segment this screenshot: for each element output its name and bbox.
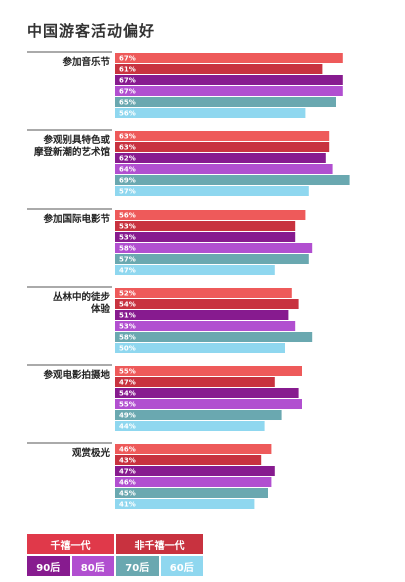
bar bbox=[115, 321, 296, 331]
bar bbox=[115, 75, 343, 85]
bar-value-label: 64% bbox=[119, 166, 136, 174]
bar bbox=[115, 254, 309, 264]
bar bbox=[115, 142, 330, 152]
bar bbox=[115, 444, 272, 454]
bar-value-label: 53% bbox=[119, 323, 136, 331]
bar-value-label: 54% bbox=[119, 301, 136, 309]
bar bbox=[115, 53, 343, 63]
bar-value-label: 67% bbox=[119, 77, 136, 85]
category-label: 参加音乐节 bbox=[61, 56, 110, 68]
bar-value-label: 57% bbox=[119, 256, 136, 264]
bar-value-label: 47% bbox=[119, 379, 136, 387]
bar bbox=[115, 399, 302, 409]
bar bbox=[115, 343, 285, 353]
bar-value-label: 55% bbox=[119, 401, 136, 409]
bar-value-label: 41% bbox=[119, 501, 136, 509]
bar-value-label: 69% bbox=[119, 177, 136, 185]
bar bbox=[115, 299, 299, 309]
bar bbox=[115, 466, 275, 476]
bar bbox=[115, 388, 299, 398]
legend-series-90s: 90后 bbox=[27, 556, 70, 576]
bar bbox=[115, 410, 282, 420]
bar bbox=[115, 310, 289, 320]
bar-value-label: 65% bbox=[119, 99, 136, 107]
bar-value-label: 67% bbox=[119, 55, 136, 63]
category-label: 丛林中的徒步体验 bbox=[53, 291, 111, 315]
bar bbox=[115, 499, 255, 509]
bar-value-label: 47% bbox=[119, 468, 136, 476]
bar-value-label: 51% bbox=[119, 312, 136, 320]
bar bbox=[115, 64, 323, 74]
bar bbox=[115, 221, 296, 231]
bar-value-label: 55% bbox=[119, 368, 136, 376]
legend-series-60s: 60后 bbox=[160, 556, 203, 576]
bar bbox=[115, 97, 336, 107]
category-label: 参加国际电影节 bbox=[42, 213, 110, 225]
bar bbox=[115, 421, 265, 431]
bar bbox=[115, 186, 309, 196]
bar bbox=[115, 366, 302, 376]
category-label: 参观电影拍摄地 bbox=[42, 369, 110, 381]
category-label: 参观别具特色或摩登新潮的艺术馆 bbox=[34, 134, 111, 158]
legend-group-non-millennials: 非千禧一代 bbox=[116, 534, 203, 554]
bar bbox=[115, 455, 262, 465]
bar-value-label: 46% bbox=[119, 446, 136, 454]
bar-value-label: 63% bbox=[119, 144, 136, 152]
bar-value-label: 58% bbox=[119, 245, 136, 253]
bar bbox=[115, 265, 275, 275]
bar bbox=[115, 210, 306, 220]
bar bbox=[115, 332, 313, 342]
legend-group-millennials: 千禧一代 bbox=[27, 534, 114, 554]
bar bbox=[115, 108, 306, 118]
legend: 千禧一代 非千禧一代 90后 80后 70后 60后 bbox=[27, 534, 205, 578]
bar-value-label: 62% bbox=[119, 155, 136, 163]
legend-group-row: 千禧一代 非千禧一代 bbox=[27, 534, 205, 556]
bar-value-label: 57% bbox=[119, 188, 136, 196]
bar-value-label: 53% bbox=[119, 223, 136, 231]
bar bbox=[115, 153, 326, 163]
legend-series-70s: 70后 bbox=[116, 556, 159, 576]
bar-value-label: 67% bbox=[119, 88, 136, 96]
bar-value-label: 44% bbox=[119, 423, 136, 431]
bar-value-label: 43% bbox=[119, 457, 136, 465]
bar-value-label: 50% bbox=[119, 345, 136, 353]
chart-title: 中国游客活动偏好 bbox=[27, 22, 156, 40]
bar bbox=[115, 488, 268, 498]
bar-value-label: 56% bbox=[119, 212, 136, 220]
bar bbox=[115, 131, 330, 141]
bar bbox=[115, 243, 313, 253]
legend-series-80s: 80后 bbox=[71, 556, 114, 576]
bar-value-label: 63% bbox=[119, 133, 136, 141]
bar-value-label: 61% bbox=[119, 66, 136, 74]
bar bbox=[115, 377, 275, 387]
bar bbox=[115, 477, 272, 487]
bar-value-label: 47% bbox=[119, 267, 136, 275]
legend-series-row: 90后 80后 70后 60后 bbox=[27, 556, 205, 578]
bar bbox=[115, 288, 292, 298]
bar bbox=[115, 175, 350, 185]
chart-canvas: 参加音乐节 67% 61% 67% 67% 65% 56% 参观别具特色或摩登新潮的艺术馆 63… bbox=[27, 51, 350, 509]
bar-value-label: 53% bbox=[119, 234, 136, 242]
bar-value-label: 49% bbox=[119, 412, 136, 420]
bar-value-label: 54% bbox=[119, 390, 136, 398]
bar-value-label: 56% bbox=[119, 110, 136, 118]
bar-value-label: 46% bbox=[119, 479, 136, 487]
bar-value-label: 52% bbox=[119, 290, 136, 298]
category-label: 观赏极光 bbox=[71, 447, 111, 459]
bar bbox=[115, 232, 296, 242]
bar-value-label: 45% bbox=[119, 490, 136, 498]
bar-value-label: 58% bbox=[119, 334, 136, 342]
bar bbox=[115, 164, 333, 174]
bar bbox=[115, 86, 343, 96]
